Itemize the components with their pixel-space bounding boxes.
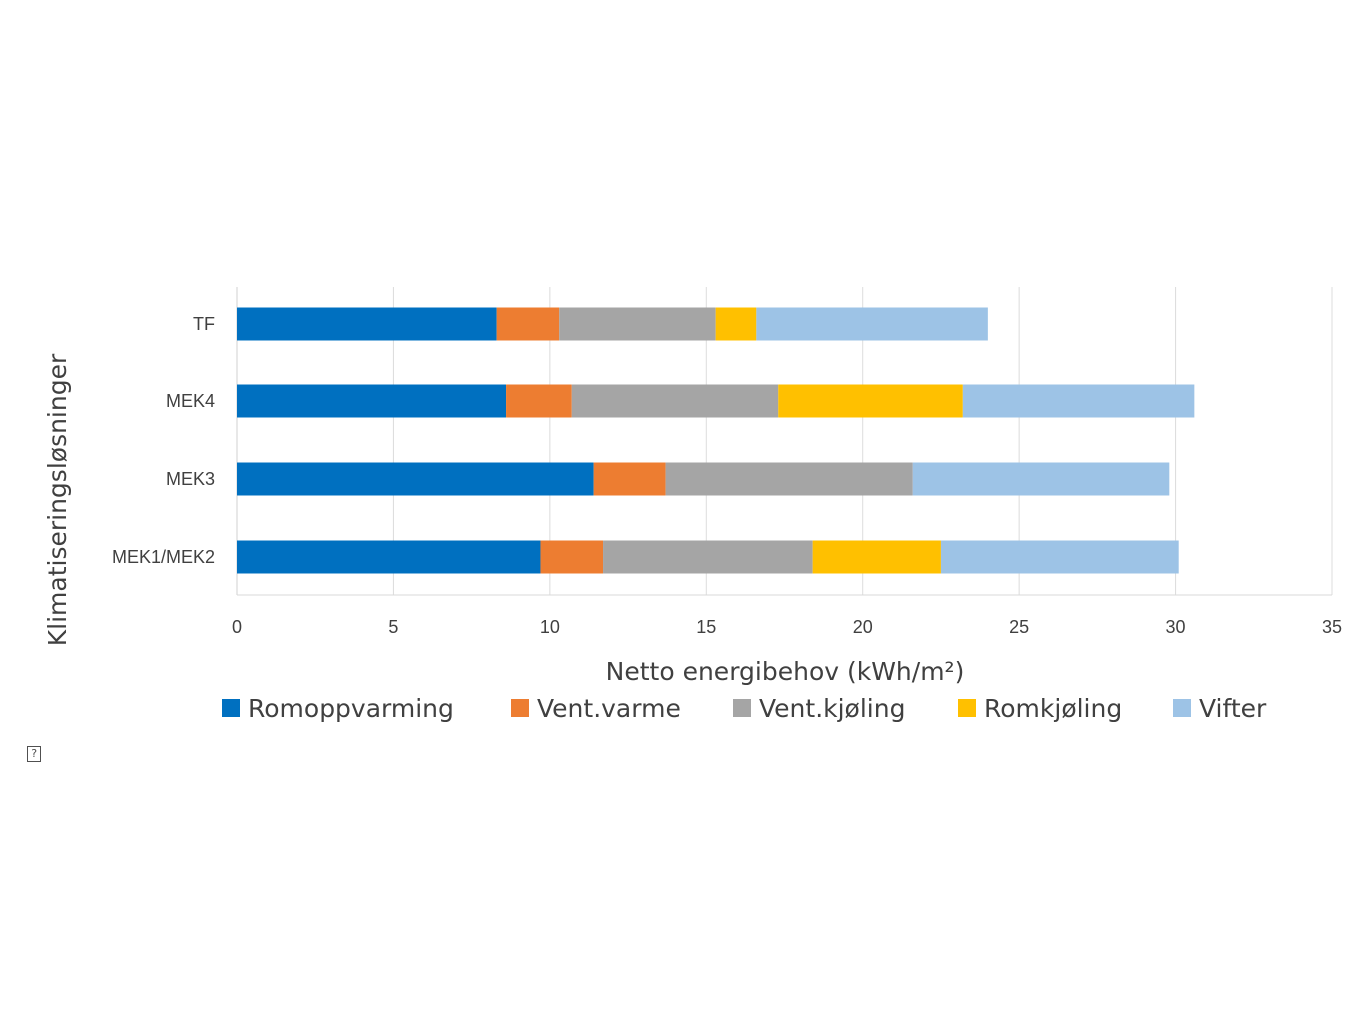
x-tick-label: 0: [232, 617, 242, 637]
x-tick-label: 15: [696, 617, 716, 637]
category-label: MEK4: [166, 391, 215, 411]
legend-swatch: [733, 699, 751, 717]
legend-label: Romkjøling: [984, 694, 1122, 723]
legend-label: Romoppvarming: [248, 694, 454, 723]
legend: Romoppvarming Vent.varme Vent.kjøling Romkj…: [222, 694, 1267, 723]
bar-segment: [559, 307, 716, 341]
bar-segment: [237, 540, 541, 574]
bar-segment: [778, 384, 963, 418]
bar-segment: [962, 384, 1195, 418]
legend-swatch: [1173, 699, 1191, 717]
bar-segment: [540, 540, 604, 574]
bar-segment: [940, 540, 1179, 574]
legend-swatch: [511, 699, 529, 717]
bar-segment: [665, 462, 913, 496]
legend-label: Vent.varme: [537, 694, 681, 723]
x-tick-label: 25: [1009, 617, 1029, 637]
corner-help-icon: ?: [27, 746, 41, 762]
bar-segment: [812, 540, 941, 574]
legend-swatch: [958, 699, 976, 717]
category-label: TF: [193, 314, 215, 334]
category-label: MEK1/MEK2: [112, 547, 215, 567]
y-axis-title: Klimatiseringsløsninger: [43, 353, 72, 646]
x-tick-label: 5: [388, 617, 398, 637]
bar-segment: [756, 307, 988, 341]
legend-swatch: [222, 699, 240, 717]
x-axis-title: Netto energibehov (kWh/m²): [606, 657, 965, 686]
x-tick-label: 35: [1322, 617, 1342, 637]
bar-segment: [237, 462, 594, 496]
legend-label: Vent.kjøling: [759, 694, 905, 723]
bar-segment: [237, 307, 497, 341]
x-tick-label: 20: [853, 617, 873, 637]
legend-label: Vifter: [1199, 694, 1267, 723]
bar-segment: [603, 540, 813, 574]
bar-segment: [593, 462, 666, 496]
bars: [237, 307, 1195, 574]
bar-segment: [496, 307, 560, 341]
category-label: MEK3: [166, 469, 215, 489]
bar-segment: [715, 307, 757, 341]
bar-segment: [506, 384, 572, 418]
category-labels: MEK1/MEK2 MEK3 MEK4 TF: [112, 314, 215, 567]
x-tick-labels: 0 5 10 15 20 25 30 35: [232, 617, 1342, 637]
bar-segment: [237, 384, 507, 418]
bar-segment: [571, 384, 779, 418]
x-tick-label: 10: [540, 617, 560, 637]
x-tick-label: 30: [1166, 617, 1186, 637]
bar-segment: [912, 462, 1170, 496]
